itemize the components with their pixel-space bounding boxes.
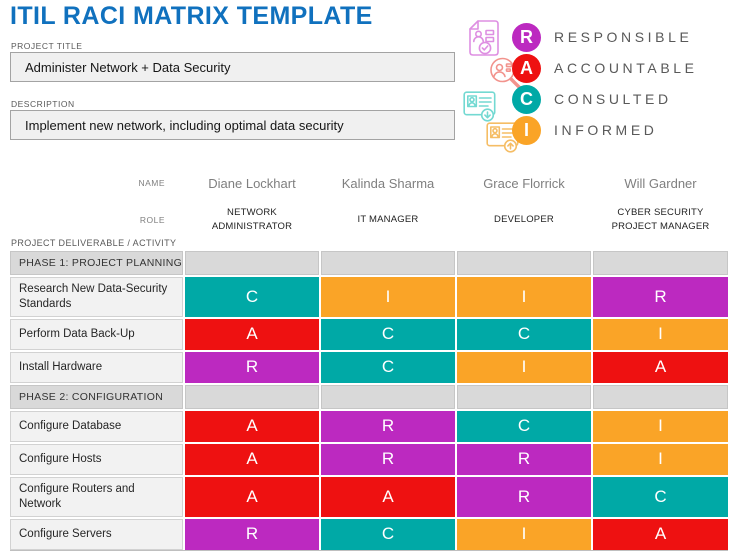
project-title-label: PROJECT TITLE bbox=[11, 41, 83, 51]
raci-code-cell[interactable]: C bbox=[321, 518, 455, 550]
raci-matrix: PHASE 1: PROJECT PLANNING Research New Da… bbox=[10, 251, 728, 551]
phase-header-empty-cell bbox=[185, 384, 319, 409]
people-header-grid: NAME Diane Lockhart Kalinda Sharma Grace Fl… bbox=[10, 168, 728, 242]
phase-header-cell: PHASE 2: CONFIGURATION bbox=[10, 384, 183, 409]
raci-code-cell[interactable]: R bbox=[185, 351, 319, 383]
activity-label-cell: Research New Data-Security Standards bbox=[10, 277, 183, 317]
raci-code-cell[interactable]: I bbox=[457, 518, 591, 550]
document-check-icon bbox=[466, 19, 503, 63]
phase-header-empty-cell bbox=[593, 251, 728, 275]
raci-code-cell[interactable]: C bbox=[457, 318, 591, 350]
legend-row-responsible: R RESPONSIBLE bbox=[512, 22, 692, 52]
raci-code-cell[interactable]: R bbox=[321, 410, 455, 442]
legend-row-consulted: C CONSULTED bbox=[512, 84, 672, 114]
raci-code-cell[interactable]: C bbox=[185, 277, 319, 317]
deliverable-activity-label: PROJECT DELIVERABLE / ACTIVITY bbox=[11, 238, 177, 248]
person-role: IT MANAGER bbox=[357, 213, 419, 225]
raci-code-cell[interactable]: I bbox=[321, 277, 455, 317]
raci-matrix-grid: PHASE 1: PROJECT PLANNING Research New Da… bbox=[10, 251, 728, 550]
raci-code-cell[interactable]: R bbox=[457, 443, 591, 475]
phase-header-empty-cell bbox=[457, 384, 591, 409]
raci-code-cell[interactable]: A bbox=[185, 476, 319, 517]
role-row-label: ROLE bbox=[139, 215, 165, 225]
activity-label-cell: Configure Servers bbox=[10, 518, 183, 550]
person-role: NETWORK ADMINISTRATOR bbox=[211, 206, 293, 232]
raci-code-cell[interactable]: C bbox=[593, 476, 728, 517]
phase-header-empty-cell bbox=[321, 384, 455, 409]
raci-code-cell[interactable]: A bbox=[185, 410, 319, 442]
legend-row-accountable: A ACCOUNTABLE bbox=[512, 53, 698, 83]
activity-label-cell: Perform Data Back-Up bbox=[10, 318, 183, 350]
id-card-download-icon bbox=[463, 91, 497, 128]
raci-code-cell[interactable]: R bbox=[185, 518, 319, 550]
description-label: DESCRIPTION bbox=[11, 99, 75, 109]
raci-code-cell[interactable]: R bbox=[593, 277, 728, 317]
legend-row-informed: I INFORMED bbox=[512, 115, 657, 145]
person-name: Will Gardner bbox=[624, 175, 697, 191]
raci-code-cell[interactable]: I bbox=[457, 277, 591, 317]
person-name: Kalinda Sharma bbox=[341, 175, 435, 191]
phase-header-empty-cell bbox=[185, 251, 319, 275]
project-title-value: Administer Network + Data Security bbox=[25, 59, 231, 75]
person-name: Diane Lockhart bbox=[208, 175, 296, 191]
responsible-badge: R bbox=[512, 22, 541, 52]
person-role: CYBER SECURITY PROJECT MANAGER bbox=[611, 206, 710, 232]
activity-label-cell: Configure Database bbox=[10, 410, 183, 442]
description-value: Implement new network, including optimal… bbox=[25, 117, 344, 133]
activity-label-cell: Install Hardware bbox=[10, 351, 183, 383]
raci-code-cell[interactable]: I bbox=[593, 318, 728, 350]
informed-badge: I bbox=[512, 115, 541, 145]
raci-code-cell[interactable]: C bbox=[321, 318, 455, 350]
raci-code-cell[interactable]: A bbox=[185, 318, 319, 350]
phase-header-cell: PHASE 1: PROJECT PLANNING bbox=[10, 251, 183, 275]
description-field[interactable]: Implement new network, including optimal… bbox=[10, 110, 455, 140]
page-title: ITIL RACI MATRIX TEMPLATE bbox=[10, 2, 373, 30]
raci-code-cell[interactable]: R bbox=[457, 476, 591, 517]
phase-header-empty-cell bbox=[457, 251, 591, 275]
phase-header-empty-cell bbox=[321, 251, 455, 275]
consulted-label: CONSULTED bbox=[554, 91, 672, 107]
raci-code-cell[interactable]: A bbox=[321, 476, 455, 517]
responsible-label: RESPONSIBLE bbox=[554, 29, 693, 45]
phase-header-empty-cell bbox=[593, 384, 728, 409]
accountable-label: ACCOUNTABLE bbox=[554, 60, 698, 76]
project-title-field[interactable]: Administer Network + Data Security bbox=[10, 52, 455, 82]
raci-code-cell[interactable]: A bbox=[593, 518, 728, 550]
informed-label: INFORMED bbox=[554, 122, 658, 138]
accountable-badge: A bbox=[512, 53, 541, 83]
raci-code-cell[interactable]: R bbox=[321, 443, 455, 475]
raci-code-cell[interactable]: C bbox=[321, 351, 455, 383]
name-row-label: NAME bbox=[138, 178, 165, 188]
raci-legend: R RESPONSIBLE A ACCOUNTABLE C CONSULTED … bbox=[460, 12, 742, 162]
raci-code-cell[interactable]: I bbox=[593, 410, 728, 442]
raci-code-cell[interactable]: C bbox=[457, 410, 591, 442]
raci-code-cell[interactable]: I bbox=[593, 443, 728, 475]
person-role: DEVELOPER bbox=[494, 213, 554, 225]
activity-label-cell: Configure Routers and Network bbox=[10, 476, 183, 517]
raci-code-cell[interactable]: I bbox=[457, 351, 591, 383]
activity-label-cell: Configure Hosts bbox=[10, 443, 183, 475]
raci-code-cell[interactable]: A bbox=[185, 443, 319, 475]
raci-code-cell[interactable]: A bbox=[593, 351, 728, 383]
person-name: Grace Florrick bbox=[483, 175, 565, 191]
consulted-badge: C bbox=[512, 84, 541, 114]
